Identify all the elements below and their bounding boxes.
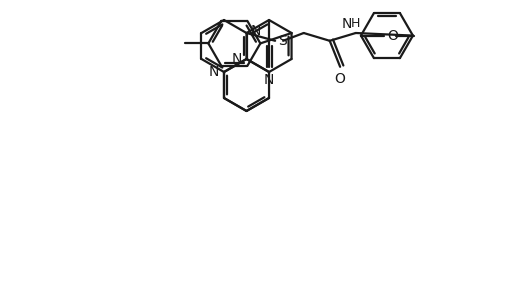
Text: N: N [209,65,219,79]
Text: O: O [335,72,346,86]
Text: S: S [278,34,287,48]
Text: O: O [387,29,398,42]
Text: H: H [351,17,360,30]
Text: N: N [250,24,261,38]
Text: N: N [264,73,274,87]
Text: N: N [231,52,241,66]
Text: N: N [341,17,352,31]
